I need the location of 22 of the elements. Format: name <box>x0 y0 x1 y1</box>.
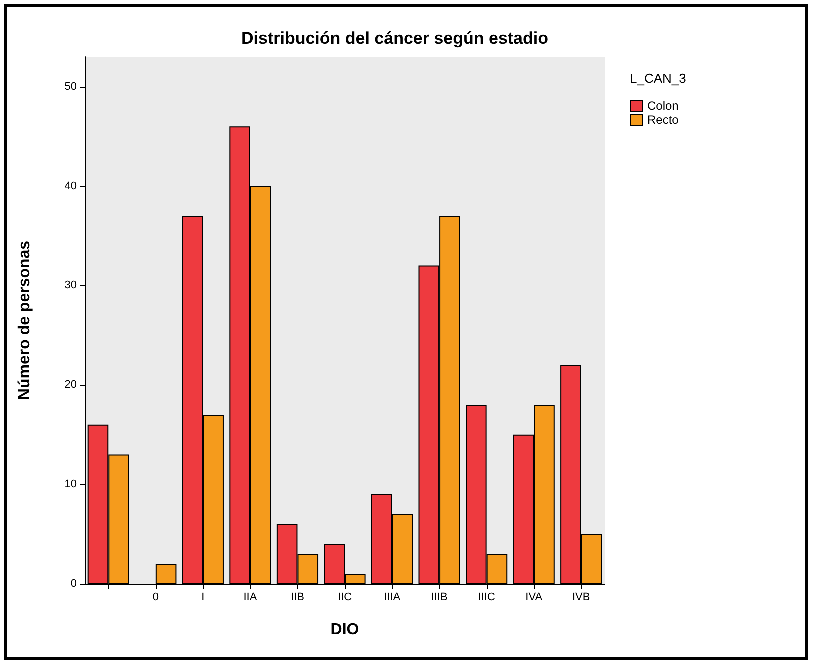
y-tick-label: 30 <box>64 280 77 292</box>
y-axis-title: Número de personas <box>16 240 34 400</box>
y-tick-label: 40 <box>64 180 77 192</box>
legend-label: Recto <box>648 113 680 127</box>
x-axis-title: DIO <box>330 622 360 638</box>
x-tick-label: I <box>202 592 205 604</box>
x-tick-label: IIA <box>244 592 258 604</box>
legend-title: L_CAN_3 <box>630 71 686 86</box>
x-tick-label: IIB <box>291 592 304 604</box>
x-tick-label: IIC <box>338 592 352 604</box>
y-tick-label: 20 <box>64 379 77 392</box>
legend-label: Colon <box>648 99 679 113</box>
x-tick-label: IIIA <box>384 592 402 604</box>
y-tick-label: 10 <box>64 478 77 491</box>
y-tick-label: 50 <box>64 80 77 93</box>
x-tick-label: IIIB <box>431 592 448 604</box>
x-tick-label: IVB <box>572 592 590 604</box>
y-tick-label: 0 <box>70 578 77 590</box>
x-tick-label: 0 <box>152 592 159 604</box>
x-tick-label: IIIC <box>478 592 496 604</box>
x-tick-label: IVA <box>526 592 544 604</box>
chart-title: Distribución del cáncer según estadio <box>241 29 549 48</box>
